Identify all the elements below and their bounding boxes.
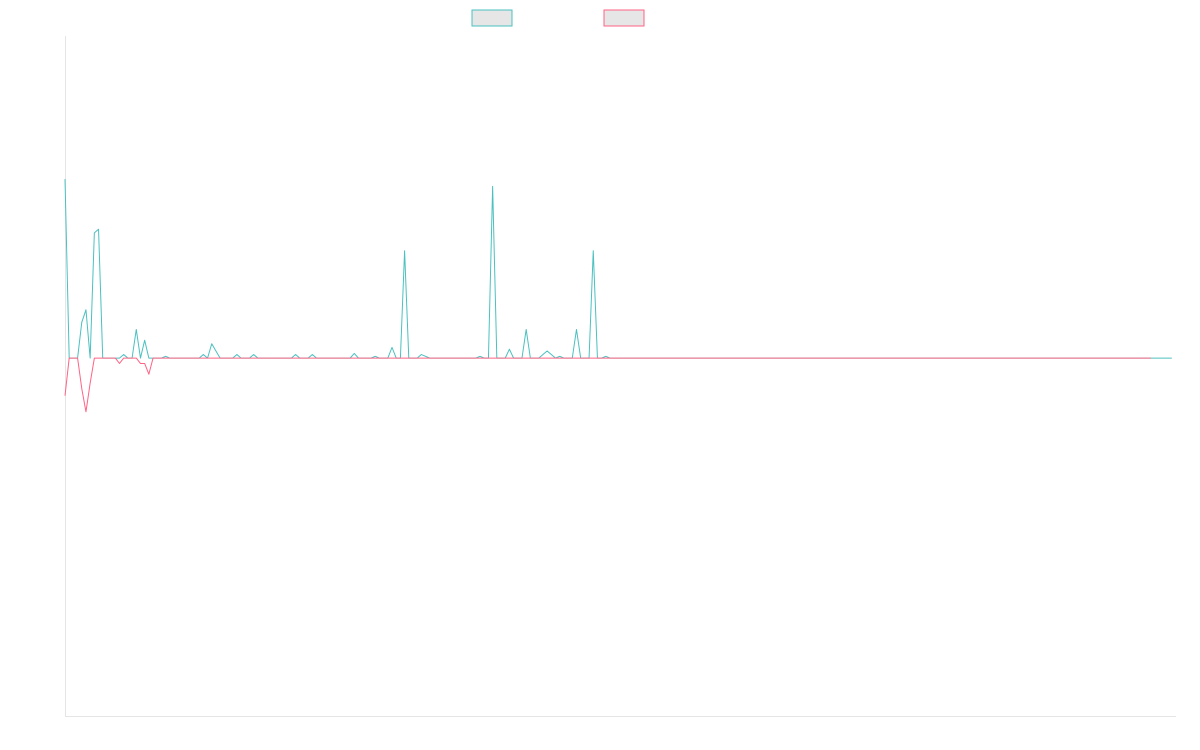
legend-swatch-series-2 xyxy=(603,9,645,27)
plot-area xyxy=(64,179,1172,413)
legend-swatch-series-1 xyxy=(471,9,513,27)
series-line-1 xyxy=(64,179,1172,359)
legend-item-series-2[interactable] xyxy=(603,9,645,27)
legend xyxy=(471,9,645,27)
legend-item-series-1[interactable] xyxy=(471,9,513,27)
series-line-2 xyxy=(64,357,1151,413)
